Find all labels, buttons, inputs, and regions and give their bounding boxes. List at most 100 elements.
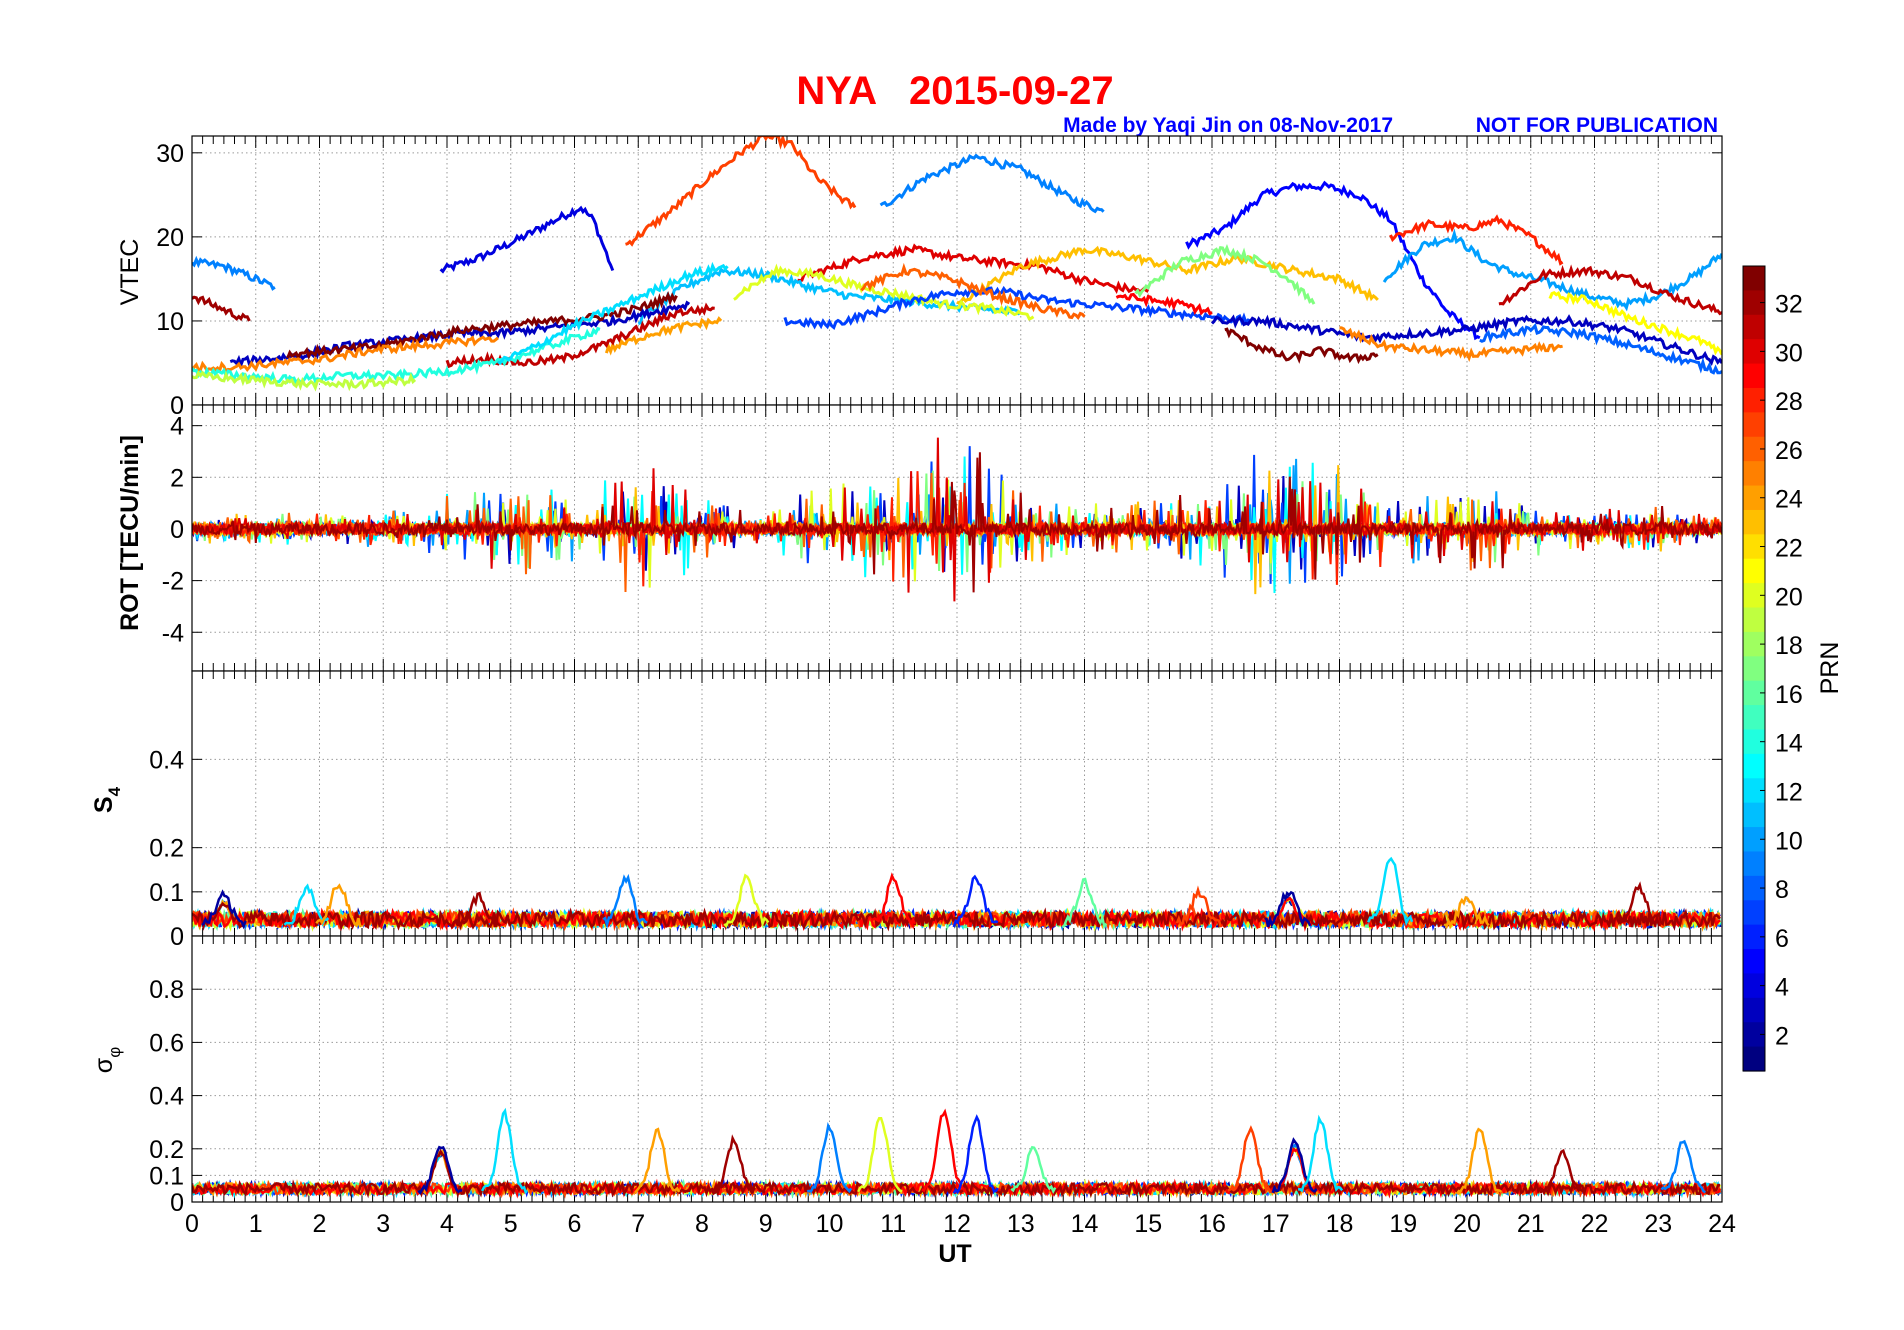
vtec-series-prn-12 (497, 261, 729, 365)
chart-title: NYA 2015-09-27 (796, 69, 1113, 113)
y-tick-label: 0 (170, 392, 184, 420)
x-tick-label: 0 (185, 1210, 199, 1238)
vtec-series-prn-4 (439, 205, 615, 274)
s4-peak (1443, 895, 1490, 930)
colorbar-segment (1743, 1022, 1765, 1048)
x-tick-label: 16 (1198, 1210, 1226, 1238)
s4-series-group (192, 856, 1722, 932)
x-tick-label: 21 (1517, 1210, 1545, 1238)
x-tick-label: 20 (1453, 1210, 1481, 1238)
y-tick-label: 0 (170, 1189, 184, 1217)
colorbar-tick-label: 2 (1775, 1022, 1789, 1050)
not-for-publication-text: NOT FOR PUBLICATION (1476, 114, 1718, 137)
colorbar-tick-label: 16 (1775, 681, 1803, 709)
colorbar-segment (1743, 973, 1765, 999)
vtec-series-prn-3 (1210, 314, 1722, 366)
s4-series-prn-32 (192, 901, 1721, 932)
y-tick-label: -4 (162, 619, 184, 647)
x-tick-label: 23 (1644, 1210, 1672, 1238)
x-tick-label: 7 (631, 1210, 645, 1238)
y-tick-label: 0 (170, 516, 184, 544)
vtec-series-prn-27 (625, 136, 857, 247)
x-tick-label: 19 (1389, 1210, 1417, 1238)
vtec-series-prn-33 (286, 291, 678, 361)
colorbar-segment (1743, 900, 1765, 926)
y-tick-label: 0.2 (149, 1136, 184, 1164)
vtec-series-prn-32 (192, 295, 251, 322)
colorbar-segment (1743, 729, 1765, 755)
x-tick-label: 2 (313, 1210, 327, 1238)
vtec-series-prn-31 (445, 302, 715, 369)
colorbar-tick-label: 32 (1775, 291, 1803, 319)
sigma-phi-peak (1010, 1145, 1057, 1195)
vtec-series-prn-19 (192, 370, 417, 392)
colorbar-tick-label: 14 (1775, 730, 1803, 758)
vtec-series-prn-8 (1479, 322, 1722, 375)
x-ticks (191, 405, 1723, 671)
x-tick-label: 11 (880, 1210, 906, 1238)
colorbar-tick-label: 4 (1775, 974, 1789, 1002)
y-tick-label: 2 (170, 464, 184, 492)
colorbar-segment (1743, 387, 1765, 413)
colorbar-segment (1743, 753, 1765, 779)
x-tick-label: 8 (695, 1210, 709, 1238)
x-tick-label: 5 (504, 1210, 518, 1238)
sigma-phi-peak (480, 1107, 528, 1194)
vtec-series-prn-20 (733, 263, 1035, 321)
vtec-series-prn-31 (1498, 264, 1722, 316)
colorbar-tick-label: 26 (1775, 437, 1803, 465)
vtec-series-prn-25 (1339, 326, 1563, 363)
x-tick-label: 22 (1581, 1210, 1609, 1238)
x-tick-label: 14 (1071, 1210, 1099, 1238)
colorbar-tick-label: 24 (1775, 486, 1803, 514)
sigma-phi-peak (1271, 1137, 1318, 1194)
vtec-series-prn-9 (192, 255, 276, 291)
x-tick-label: 3 (376, 1210, 390, 1238)
x-axis-label: UT (938, 1240, 971, 1268)
sigma-phi-ylabel: σφ (90, 1047, 124, 1073)
y-tick-label: 0.2 (149, 835, 184, 863)
x-tick-label: 17 (1262, 1210, 1290, 1238)
y-tick-label: 0.1 (149, 879, 184, 907)
colorbar-segment (1743, 656, 1765, 682)
vtec-series-prn-26 (860, 262, 1086, 321)
s4-peak (1367, 856, 1414, 927)
colorbar-segment (1743, 875, 1765, 901)
x-tick-label: 24 (1708, 1210, 1736, 1238)
panel-frame (191, 935, 1723, 1203)
vtec-series-prn-5 (1185, 180, 1481, 341)
colorbar-segment (1743, 314, 1765, 340)
x-tick-label: 6 (568, 1210, 582, 1238)
vtec-series-prn-9 (879, 153, 1105, 214)
vtec-series-prn-33 (1224, 327, 1379, 365)
s4-peak (1061, 877, 1108, 930)
x-tick-label: 4 (440, 1210, 454, 1238)
s4-peak (201, 889, 247, 930)
x-tick-label: 9 (759, 1210, 773, 1238)
x-tick-label: 18 (1326, 1210, 1354, 1238)
colorbar-segment (1743, 1046, 1765, 1072)
x-tick-label: 12 (943, 1210, 971, 1238)
x-ticks (191, 136, 1723, 405)
colorbar-segment (1743, 436, 1765, 462)
sigma-phi-peak (634, 1127, 681, 1194)
colorbar-segment (1743, 851, 1765, 877)
grid (192, 936, 1722, 1202)
sigma-phi-panel: 00.10.2 0.4 0.6 0.8 (149, 935, 1723, 1217)
sigma-phi-peak (952, 1114, 999, 1195)
rot-series-prn-32 (192, 452, 1722, 593)
colorbar-segment (1743, 534, 1765, 560)
colorbar-segment (1743, 290, 1765, 316)
sigma-phi-peak (417, 1145, 463, 1195)
colorbar-frame (1742, 265, 1766, 1072)
vtec-series-prn-23 (956, 245, 1379, 306)
vtec-series-prn-25 (192, 335, 499, 374)
sigma-phi-peak (806, 1121, 853, 1194)
grid (192, 136, 1722, 405)
s4-peak (602, 873, 648, 930)
sigma-phi-peak (1457, 1127, 1503, 1195)
s4-peak (1175, 885, 1223, 928)
colorbar-segment (1743, 558, 1765, 584)
